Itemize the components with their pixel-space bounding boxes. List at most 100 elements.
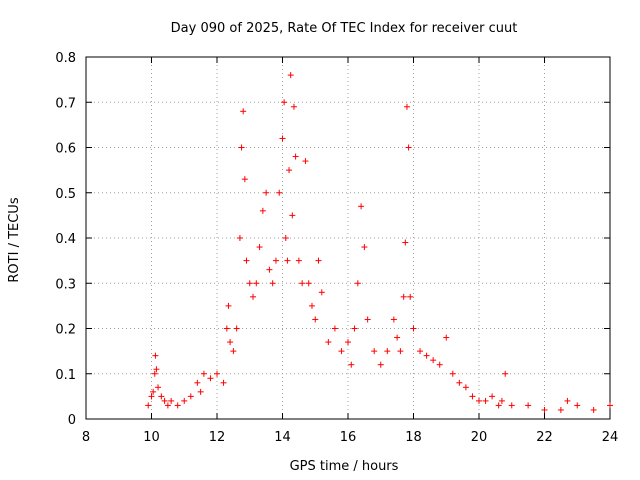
data-point <box>508 402 515 409</box>
data-point <box>152 352 159 359</box>
x-tick-label: 12 <box>209 430 226 445</box>
data-point <box>400 293 407 300</box>
data-point <box>443 334 450 341</box>
data-point <box>541 406 548 413</box>
data-point <box>403 103 410 110</box>
x-axis: 8 10 12 14 16 18 20 22 24 <box>82 57 618 445</box>
data-point <box>495 402 502 409</box>
data-point <box>305 280 312 287</box>
y-tick-label: 0 <box>68 413 76 428</box>
data-point <box>236 235 243 241</box>
data-point <box>281 99 288 106</box>
x-tick-label: 20 <box>471 430 488 445</box>
data-points <box>145 72 613 413</box>
data-point <box>449 370 456 377</box>
y-tick-label: 0.6 <box>55 142 76 157</box>
y-tick-label: 0.7 <box>55 96 76 111</box>
data-point <box>238 144 245 151</box>
data-point <box>574 402 581 409</box>
data-point <box>187 393 194 400</box>
data-point <box>462 384 469 391</box>
data-point <box>417 348 424 355</box>
y-tick-label: 0.5 <box>55 187 76 202</box>
x-tick-label: 8 <box>82 430 90 445</box>
data-point <box>155 384 162 391</box>
data-point <box>284 257 291 264</box>
data-point <box>354 280 361 287</box>
data-point <box>318 289 325 296</box>
data-point <box>276 189 283 196</box>
data-point <box>410 325 417 332</box>
data-point <box>181 397 188 404</box>
data-point <box>423 352 430 359</box>
data-point <box>402 239 409 246</box>
data-point <box>230 348 237 355</box>
data-point <box>312 316 319 323</box>
x-tick-label: 10 <box>143 430 160 445</box>
x-tick-label: 14 <box>274 430 291 445</box>
data-point <box>207 375 214 382</box>
data-point <box>225 302 232 309</box>
y-tick-label: 0.4 <box>55 232 76 247</box>
data-point <box>348 361 355 368</box>
data-point <box>295 257 302 264</box>
data-point <box>269 280 276 287</box>
data-point <box>286 167 293 174</box>
data-point <box>289 212 296 219</box>
data-point <box>390 316 397 323</box>
data-point <box>263 189 270 196</box>
data-point <box>302 158 309 165</box>
data-point <box>241 176 248 183</box>
data-point <box>151 370 158 377</box>
data-point <box>482 397 489 404</box>
y-tick-label: 0.8 <box>55 51 76 66</box>
data-point <box>282 235 289 241</box>
x-tick-label: 16 <box>340 430 357 445</box>
x-axis-label: GPS time / hours <box>290 459 399 474</box>
data-point <box>607 402 613 409</box>
data-point <box>220 379 227 386</box>
data-point <box>489 393 496 400</box>
data-point <box>279 135 286 142</box>
data-point <box>338 348 345 355</box>
data-point <box>223 325 230 332</box>
data-point <box>292 153 299 160</box>
x-tick-label: 22 <box>536 430 553 445</box>
data-point <box>150 388 157 395</box>
y-tick-label: 0.3 <box>55 277 76 292</box>
data-point <box>145 402 152 409</box>
data-point <box>158 393 165 400</box>
data-point <box>430 357 437 364</box>
data-point <box>243 257 250 264</box>
data-point <box>564 397 571 404</box>
data-point <box>476 397 482 404</box>
data-point <box>405 144 412 151</box>
data-point <box>397 348 404 355</box>
data-point <box>436 361 443 368</box>
data-point <box>315 257 322 264</box>
data-point <box>266 266 273 273</box>
data-point <box>256 244 263 251</box>
data-point <box>557 406 564 413</box>
data-point <box>456 379 463 386</box>
data-point <box>361 244 368 251</box>
data-point <box>345 339 351 346</box>
data-point <box>377 361 384 368</box>
data-point <box>351 325 358 332</box>
y-tick-label: 0.2 <box>55 323 76 338</box>
data-point <box>469 393 476 400</box>
data-point <box>246 280 253 287</box>
data-point <box>259 207 266 214</box>
data-point <box>148 393 155 400</box>
data-point <box>233 325 240 332</box>
data-point <box>498 397 505 404</box>
data-point <box>331 325 338 332</box>
data-point <box>174 402 181 409</box>
y-tick-label: 0.1 <box>55 368 76 383</box>
data-point <box>153 366 160 373</box>
chart-title: Day 090 of 2025, Rate Of TEC Index for r… <box>171 21 518 36</box>
data-point <box>164 402 171 409</box>
data-point <box>250 293 257 300</box>
